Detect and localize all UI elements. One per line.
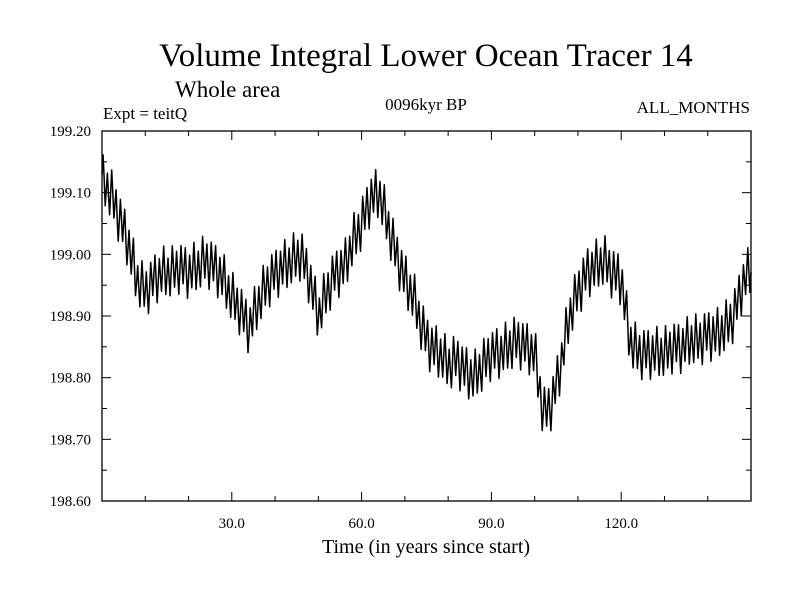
series-layer — [101, 154, 752, 432]
experiment-label: Expt = teitQ — [103, 104, 187, 123]
period-label: 0096kyr BP — [385, 95, 467, 114]
x-tick-label: 90.0 — [478, 516, 504, 532]
plot-frame — [101, 130, 752, 502]
x-axis-label: Time (in years since start) — [322, 536, 530, 558]
x-axis: 30.0 60.0 90.0 120.0 — [144, 131, 709, 532]
y-tick-label: 199.20 — [50, 124, 91, 140]
y-tick-label: 198.90 — [50, 309, 91, 325]
series-line — [101, 154, 752, 432]
x-tick-label: 60.0 — [348, 516, 374, 532]
y-tick-label: 198.60 — [50, 494, 91, 510]
x-tick-label: 120.0 — [604, 516, 638, 532]
y-tick-label: 198.70 — [50, 432, 91, 448]
chart-subtitle: Whole area — [175, 77, 280, 102]
x-tick-label: 30.0 — [219, 516, 245, 532]
y-tick-label: 199.10 — [50, 186, 91, 202]
y-tick-label: 199.00 — [50, 247, 91, 263]
y-axis: 198.60 198.70 198.80 198.90 199.00 199.10 199.… — [50, 124, 751, 510]
chart-title: Volume Integral Lower Ocean Tracer 14 — [159, 38, 693, 74]
months-label: ALL_MONTHS — [637, 98, 750, 117]
y-tick-label: 198.80 — [50, 371, 91, 387]
